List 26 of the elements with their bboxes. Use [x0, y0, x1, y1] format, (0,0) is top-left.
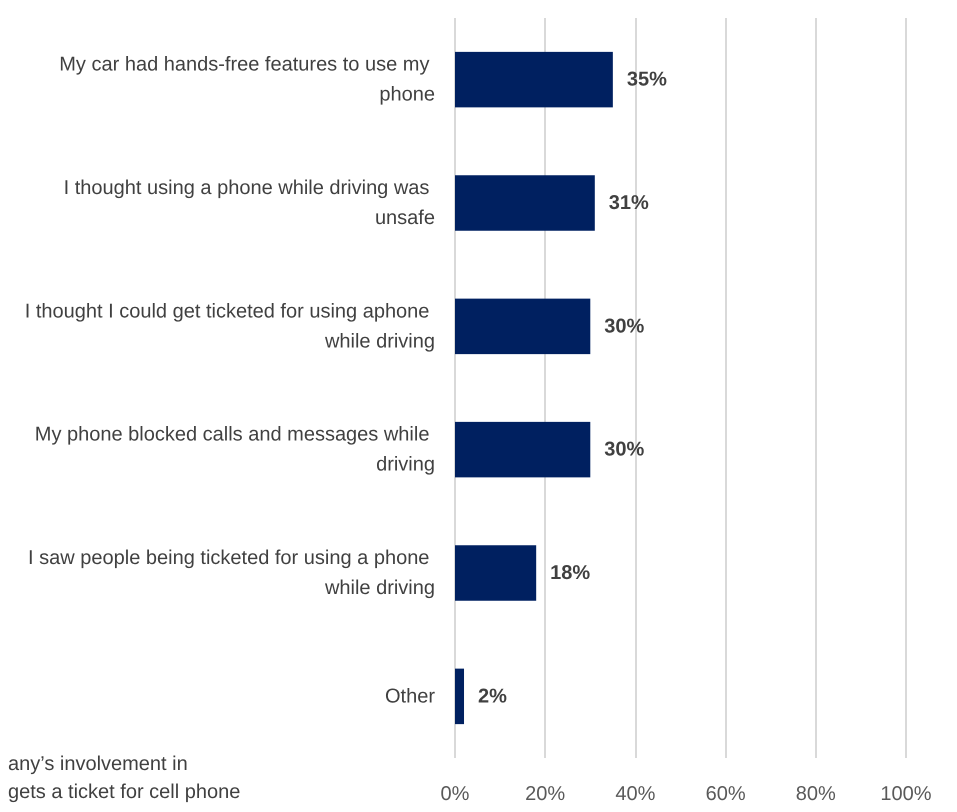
- bar: [455, 422, 590, 478]
- x-tick-label: 100%: [880, 783, 932, 805]
- bar: [455, 52, 613, 108]
- data-label: 30%: [604, 438, 645, 461]
- data-label: 31%: [608, 192, 650, 214]
- x-tick-label: 80%: [796, 783, 836, 805]
- text: any’s involvement in: [8, 753, 188, 775]
- x-tick-label: 0%: [440, 783, 470, 805]
- data-label: 30%: [604, 315, 645, 338]
- data-label: 18%: [550, 562, 590, 584]
- x-tick-label: 40%: [615, 783, 656, 805]
- x-tick-label: 20%: [525, 783, 566, 805]
- data-label: 2%: [478, 685, 508, 708]
- y-tick-label: My car had hands-free features to use my phone: [59, 54, 435, 106]
- y-tick-label: Other: [384, 685, 436, 708]
- bar: [455, 298, 590, 354]
- text: gets a ticket for cell phone: [8, 781, 240, 803]
- y-tick-label: I thought I could get ticketed for using aphone while driving: [24, 300, 435, 352]
- x-tick-label: 60%: [706, 783, 746, 805]
- y-tick-label: I saw people being ticketed for using a phone while driving: [28, 547, 435, 599]
- data-label: 35%: [626, 68, 668, 91]
- bar: [455, 175, 595, 231]
- bar: [455, 668, 464, 724]
- bar: [455, 545, 536, 601]
- y-tick-label: My phone blocked calls and messages while driving: [34, 424, 435, 476]
- y-tick-label: I thought using a phone while driving was unsafe: [64, 177, 435, 229]
